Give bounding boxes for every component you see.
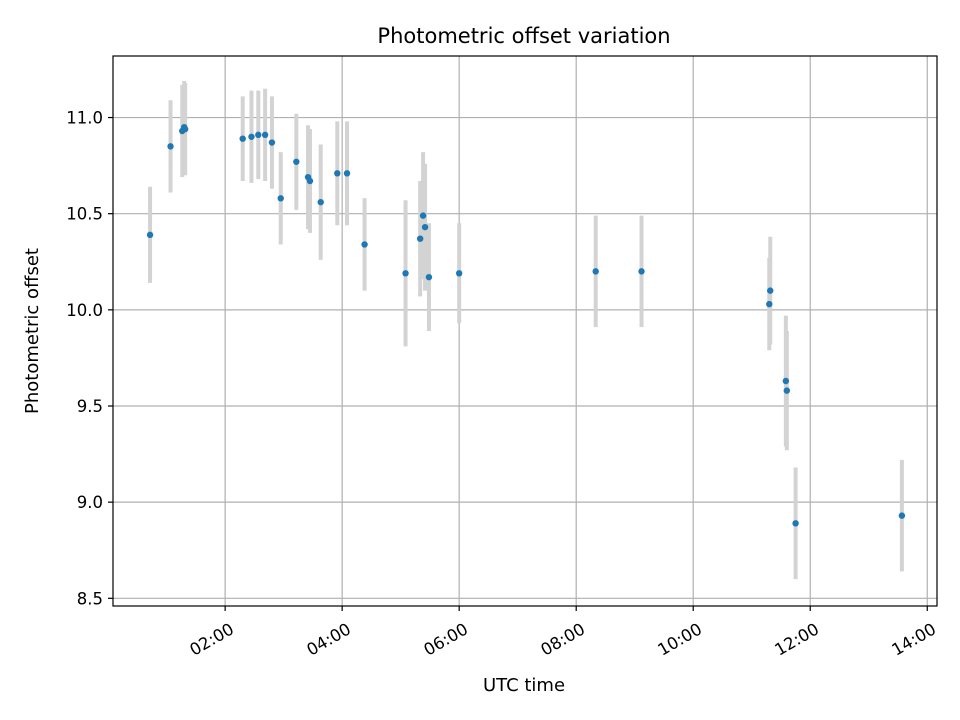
data-point (421, 223, 429, 231)
y-tick-label: 9.0 (77, 493, 103, 512)
data-point (248, 133, 255, 140)
data-point (317, 198, 324, 206)
data-point (268, 139, 276, 146)
data-point (402, 270, 409, 277)
data-point (419, 212, 427, 219)
data-point (792, 520, 799, 527)
data-point (343, 170, 351, 177)
data-point (255, 131, 262, 139)
data-point (638, 268, 645, 275)
data-point (293, 158, 300, 165)
data-point (181, 125, 189, 133)
data-point (455, 270, 463, 277)
data-point (767, 287, 774, 294)
data-point (425, 273, 433, 281)
y-tick-label: 11.0 (66, 109, 103, 128)
data-point (261, 131, 269, 139)
grid-lines (113, 56, 937, 606)
data-point (592, 268, 599, 275)
chart-title: Photometric offset variation (377, 24, 670, 48)
data-point (782, 377, 790, 385)
data-point (277, 195, 284, 202)
y-tick-label: 10.5 (66, 205, 103, 224)
data-point (416, 235, 424, 242)
data-point (783, 387, 791, 394)
data-point (766, 300, 773, 308)
data-point (361, 241, 368, 248)
data-point (146, 231, 154, 239)
data-point (898, 512, 906, 519)
data-points (146, 123, 906, 527)
data-point (306, 177, 314, 185)
y-tick-label: 10.0 (66, 301, 103, 320)
plot-area-frame (112, 55, 938, 607)
y-tick-label: 8.5 (77, 589, 103, 608)
data-point (167, 143, 174, 150)
data-point (239, 135, 246, 142)
data-point (334, 170, 341, 177)
y-tick-label: 9.5 (77, 397, 103, 416)
y-axis-label: Photometric offset (22, 248, 43, 414)
x-axis-label: UTC time (483, 675, 565, 696)
